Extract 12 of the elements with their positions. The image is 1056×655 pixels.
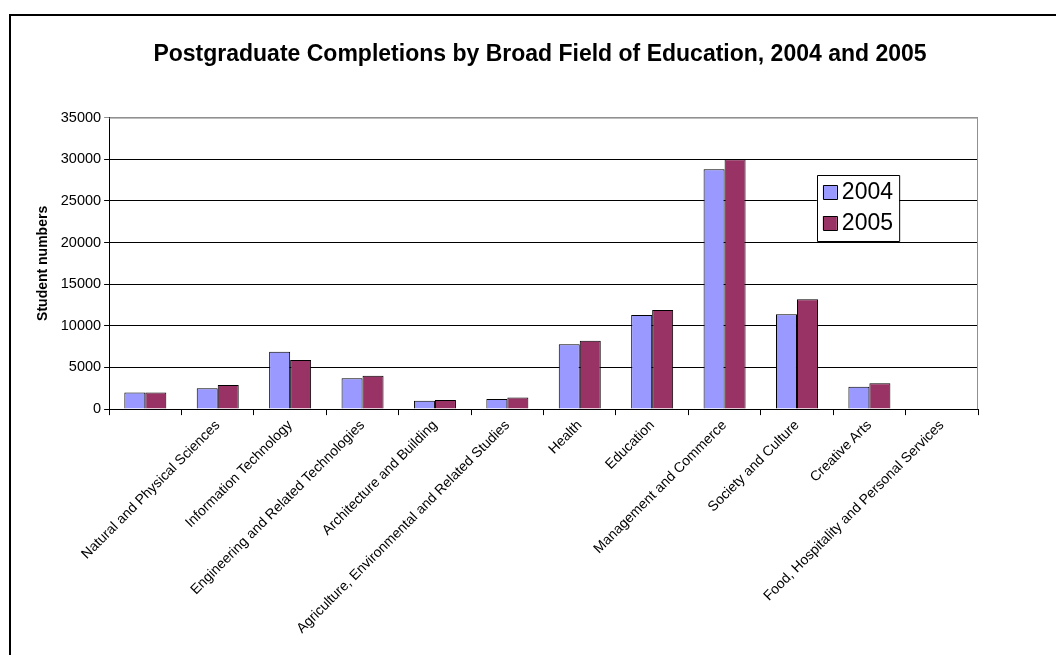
y-tick-label: 25000 xyxy=(60,191,102,208)
legend-label: 2005 xyxy=(841,209,894,236)
y-tick-label: 30000 xyxy=(60,150,102,167)
y-tick-label: 20000 xyxy=(60,233,102,250)
y-tick-label: 0 xyxy=(93,400,102,417)
chart-title: Postgraduate Completions by Broad Field of Education, 2004 and 2005 xyxy=(153,40,927,67)
y-tick-label: 35000 xyxy=(60,108,102,125)
y-tick-label: 5000 xyxy=(68,358,102,375)
y-tick-label: 10000 xyxy=(60,316,102,333)
legend-label: 2004 xyxy=(841,178,894,205)
y-tick-label: 15000 xyxy=(60,275,102,292)
y-axis-title: Student numbers xyxy=(34,205,51,321)
